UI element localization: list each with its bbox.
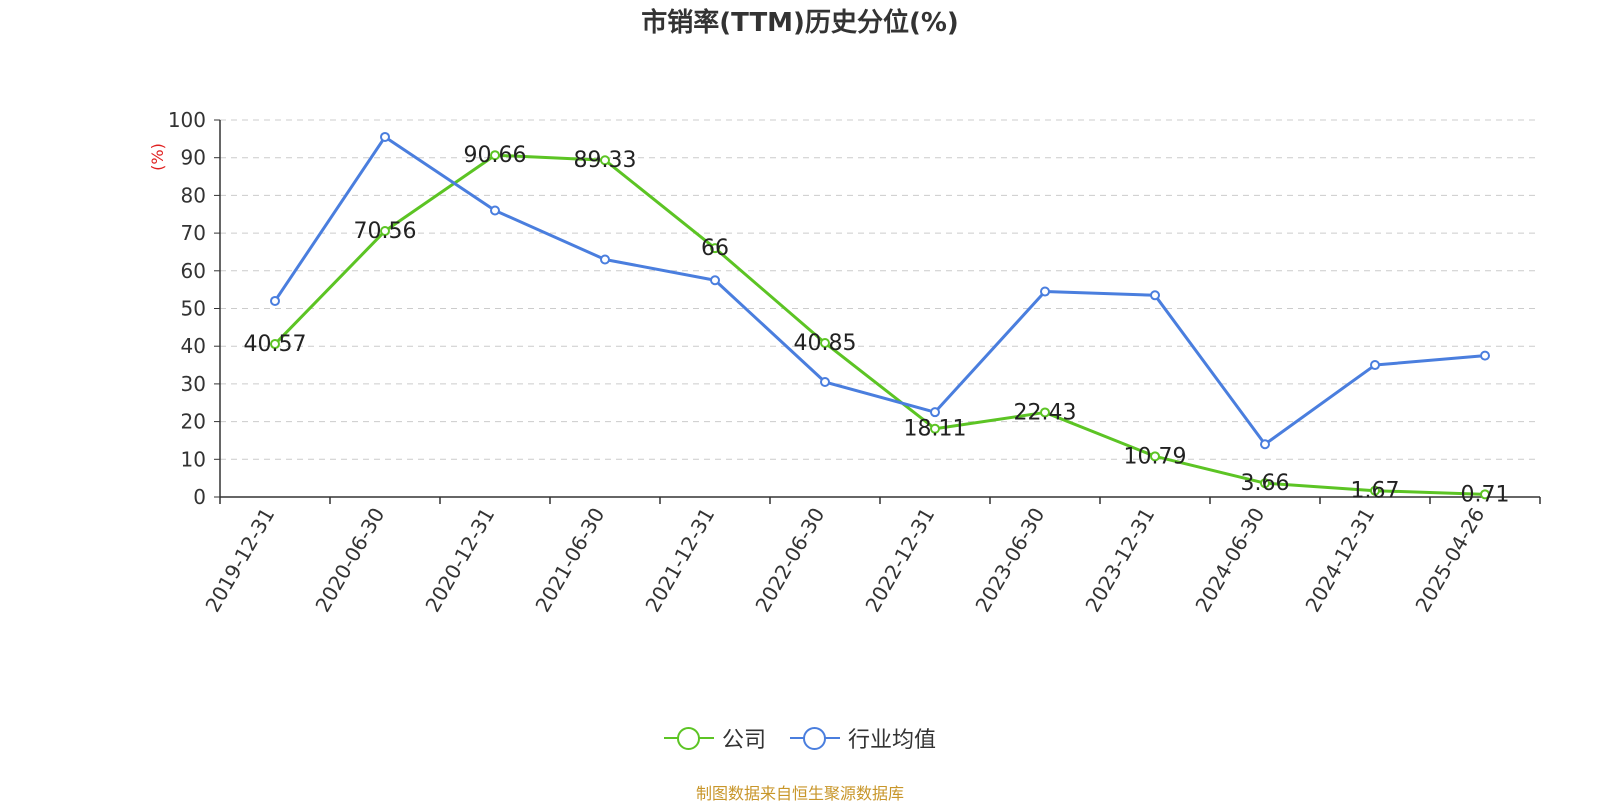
x-tick-label-2025-04-26: 2025-04-26 <box>1410 504 1489 617</box>
y-tick-label-50: 50 <box>181 297 206 321</box>
data-label-company-2023-12-31: 10.79 <box>1124 444 1187 469</box>
point-company-2022-06-30 <box>820 337 830 348</box>
x-tick-label-2022-12-31: 2022-12-31 <box>860 504 939 617</box>
series-line-company <box>273 153 1486 496</box>
data-label-company-2020-06-30: 70.56 <box>354 219 417 244</box>
data-label-company-2020-12-31: 90.66 <box>464 143 527 168</box>
chart-title: 市销率(TTM)历史分位(%) <box>641 8 959 38</box>
legend-label-company: 公司 <box>721 728 766 753</box>
data-label-company-2022-06-30: 40.85 <box>794 331 857 356</box>
point-company-2022-12-31 <box>930 423 940 434</box>
x-tick-label-2020-12-31: 2020-12-31 <box>420 504 499 617</box>
point-industry-2023-12-31 <box>1150 290 1160 301</box>
y-tick-label-10: 10 <box>181 447 206 471</box>
data-label-company-2022-12-31: 18.11 <box>904 417 967 442</box>
point-company-2025-04-26 <box>1480 489 1490 500</box>
data-label-company-2024-12-31: 1.67 <box>1351 479 1400 504</box>
point-industry-2025-04-26 <box>1480 350 1490 361</box>
x-tick-label-2022-06-30: 2022-06-30 <box>750 504 829 617</box>
legend-item-company[interactable]: 公司 <box>663 722 766 754</box>
x-tick-label-2021-06-30: 2021-06-30 <box>530 504 609 617</box>
x-tick-label-2019-12-31: 2019-12-31 <box>200 504 279 617</box>
data-label-company-2024-06-30: 3.66 <box>1241 471 1290 496</box>
y-tick-label-60: 60 <box>181 259 206 283</box>
data-label-company-2021-06-30: 89.33 <box>574 148 637 173</box>
x-tick-label-2024-12-31: 2024-12-31 <box>1300 504 1379 617</box>
point-industry-2024-12-31 <box>1370 360 1380 371</box>
source-note: 制图数据来自恒生聚源数据库 <box>695 784 904 803</box>
point-industry-2023-06-30 <box>1040 286 1050 297</box>
point-company-2021-12-31 <box>710 243 720 254</box>
legend-label-industry: 行业均值 <box>848 728 937 753</box>
data-label-company-2023-06-30: 22.43 <box>1014 400 1077 425</box>
point-company-2023-06-30 <box>1040 407 1050 418</box>
y-tick-label-80: 80 <box>181 183 206 207</box>
point-industry-2020-06-30 <box>380 131 390 142</box>
x-tick-label-2023-06-30: 2023-06-30 <box>970 504 1049 617</box>
point-industry-2020-12-31 <box>490 205 500 216</box>
point-company-2020-06-30 <box>380 225 390 236</box>
point-company-2024-12-31 <box>1370 485 1380 496</box>
point-industry-2019-12-31 <box>270 295 280 306</box>
legend-swatch-industry <box>790 726 840 750</box>
y-tick-label-30: 30 <box>181 372 206 396</box>
legend: 公司 行业均值 <box>0 722 1600 754</box>
data-label-company-2019-12-31: 40.57 <box>244 332 307 357</box>
point-industry-2022-12-31 <box>930 407 940 418</box>
point-company-2023-12-31 <box>1150 451 1160 462</box>
legend-dot-company <box>676 727 700 750</box>
y-tick-label-100: 100 <box>168 108 206 132</box>
x-tick-label-2021-12-31: 2021-12-31 <box>640 504 719 617</box>
x-tick-label-2023-12-31: 2023-12-31 <box>1080 504 1159 617</box>
legend-item-industry[interactable]: 行业均值 <box>790 722 936 754</box>
y-axis-label: (%) <box>148 143 167 171</box>
point-company-2021-06-30 <box>600 155 610 166</box>
x-tick-label-2020-06-30: 2020-06-30 <box>310 504 389 617</box>
point-industry-2022-06-30 <box>820 377 830 388</box>
series-line-industry <box>273 135 1486 446</box>
y-tick-label-70: 70 <box>181 221 206 245</box>
point-industry-2024-06-30 <box>1260 439 1270 450</box>
y-tick-label-0: 0 <box>193 485 206 509</box>
y-tick-label-40: 40 <box>181 334 206 358</box>
data-label-company-2021-12-31: 66 <box>701 236 729 261</box>
legend-dot-industry <box>803 727 826 750</box>
point-company-2019-12-31 <box>270 339 280 350</box>
point-industry-2021-12-31 <box>710 275 720 286</box>
y-tick-label-90: 90 <box>181 146 206 170</box>
legend-swatch-company <box>663 726 714 750</box>
point-company-2020-12-31 <box>490 150 500 161</box>
point-industry-2021-06-30 <box>600 254 610 265</box>
point-company-2024-06-30 <box>1260 478 1270 489</box>
y-tick-label-20: 20 <box>181 410 206 434</box>
data-label-company-2025-04-26: 0.71 <box>1461 482 1510 507</box>
x-tick-label-2024-06-30: 2024-06-30 <box>1190 504 1269 617</box>
